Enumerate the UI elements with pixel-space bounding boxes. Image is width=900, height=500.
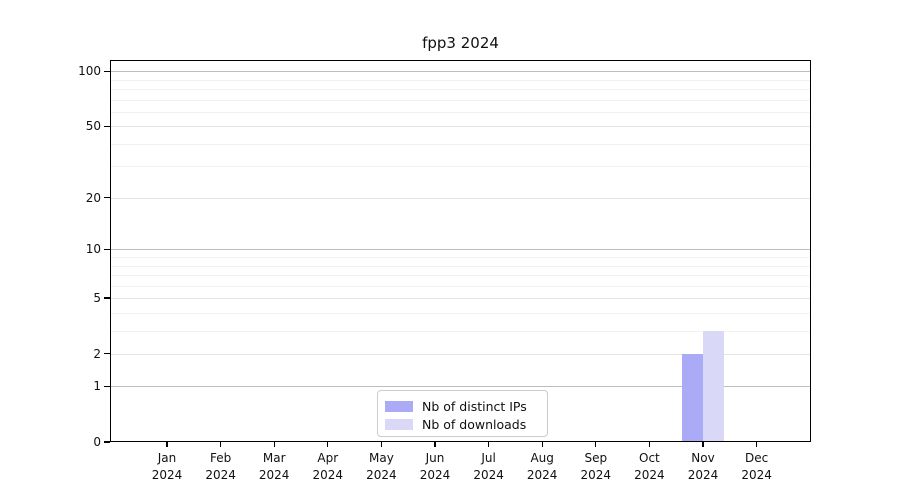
x-axis-tick xyxy=(327,442,329,447)
x-axis-tick xyxy=(487,442,490,447)
y-axis-tick xyxy=(104,125,110,127)
y-tick-label: 100 xyxy=(78,64,101,79)
chart-title: fpp3 2024 xyxy=(422,34,499,52)
x-axis-tick xyxy=(273,442,275,447)
x-tick-label: Oct 2024 xyxy=(634,451,665,482)
gridline-minor xyxy=(111,312,810,314)
x-axis-tick xyxy=(541,442,543,447)
legend-item-distinct-ips: Nb of distinct IPs xyxy=(385,397,547,415)
gridline-minor xyxy=(111,111,810,113)
gridline-major xyxy=(111,197,810,199)
x-axis-tick xyxy=(166,442,168,447)
y-axis-tick xyxy=(104,441,110,443)
gridline-minor xyxy=(111,99,810,101)
x-axis-tick xyxy=(434,442,436,447)
y-tick-label: 0 xyxy=(93,435,101,449)
gridline-decade xyxy=(111,71,810,73)
x-axis-tick xyxy=(219,442,222,447)
bar-distinct-ips xyxy=(682,353,703,441)
x-axis-tick xyxy=(702,442,704,447)
x-tick-label: May 2024 xyxy=(366,451,397,482)
gridline-minor xyxy=(111,143,810,145)
gridline-major xyxy=(111,353,810,355)
y-axis-tick xyxy=(104,196,110,199)
x-tick-label: Mar 2024 xyxy=(258,451,290,482)
x-axis-tick xyxy=(648,442,651,447)
y-axis-tick xyxy=(104,297,110,299)
x-tick-label: Jun 2024 xyxy=(419,451,451,482)
x-tick-label: Sep 2024 xyxy=(580,451,612,482)
x-axis-tick xyxy=(380,442,383,447)
y-axis-tick xyxy=(104,70,110,73)
y-tick-label: 10 xyxy=(85,242,101,257)
x-tick-label: Jul 2024 xyxy=(473,451,504,482)
gridline-major xyxy=(111,298,810,300)
legend-swatch-distinct-ips xyxy=(385,400,413,412)
gridline-minor xyxy=(111,275,810,277)
gridline-minor xyxy=(111,330,810,332)
legend-item-downloads: Nb of downloads xyxy=(385,415,547,433)
gridline-decade xyxy=(111,249,810,251)
plot-area xyxy=(110,60,811,442)
x-tick-label: Jan 2024 xyxy=(151,451,183,482)
x-tick-label: Dec 2024 xyxy=(741,451,772,482)
x-tick-label: Nov 2024 xyxy=(687,451,719,482)
x-axis-tick xyxy=(755,442,758,447)
y-tick-label: 1 xyxy=(93,379,101,394)
gridline-minor xyxy=(111,265,810,267)
gridline-minor xyxy=(111,166,810,168)
bar-downloads xyxy=(703,330,724,441)
gridline-decade xyxy=(111,386,810,388)
x-tick-label: Feb 2024 xyxy=(205,451,236,482)
y-tick-label: 5 xyxy=(93,291,101,306)
x-axis-tick xyxy=(595,442,597,447)
legend-label-downloads: Nb of downloads xyxy=(422,416,527,432)
gridline-minor xyxy=(111,257,810,259)
x-tick-label: Apr 2024 xyxy=(312,451,344,482)
y-tick-label: 50 xyxy=(85,119,101,134)
y-tick-label: 2 xyxy=(93,346,101,361)
gridline-minor xyxy=(111,285,810,287)
gridline-minor xyxy=(111,89,810,91)
x-tick-label: Aug 2024 xyxy=(526,451,558,482)
legend-label-distinct-ips: Nb of distinct IPs xyxy=(422,398,527,414)
legend-swatch-downloads xyxy=(385,418,413,430)
y-axis-tick xyxy=(104,353,110,355)
y-axis-tick xyxy=(104,248,110,251)
gridline-minor xyxy=(111,79,810,81)
y-tick-label: 20 xyxy=(85,190,101,205)
legend: Nb of distinct IPs Nb of downloads xyxy=(377,390,548,437)
y-axis-tick xyxy=(104,385,110,388)
gridline-major xyxy=(111,126,810,128)
